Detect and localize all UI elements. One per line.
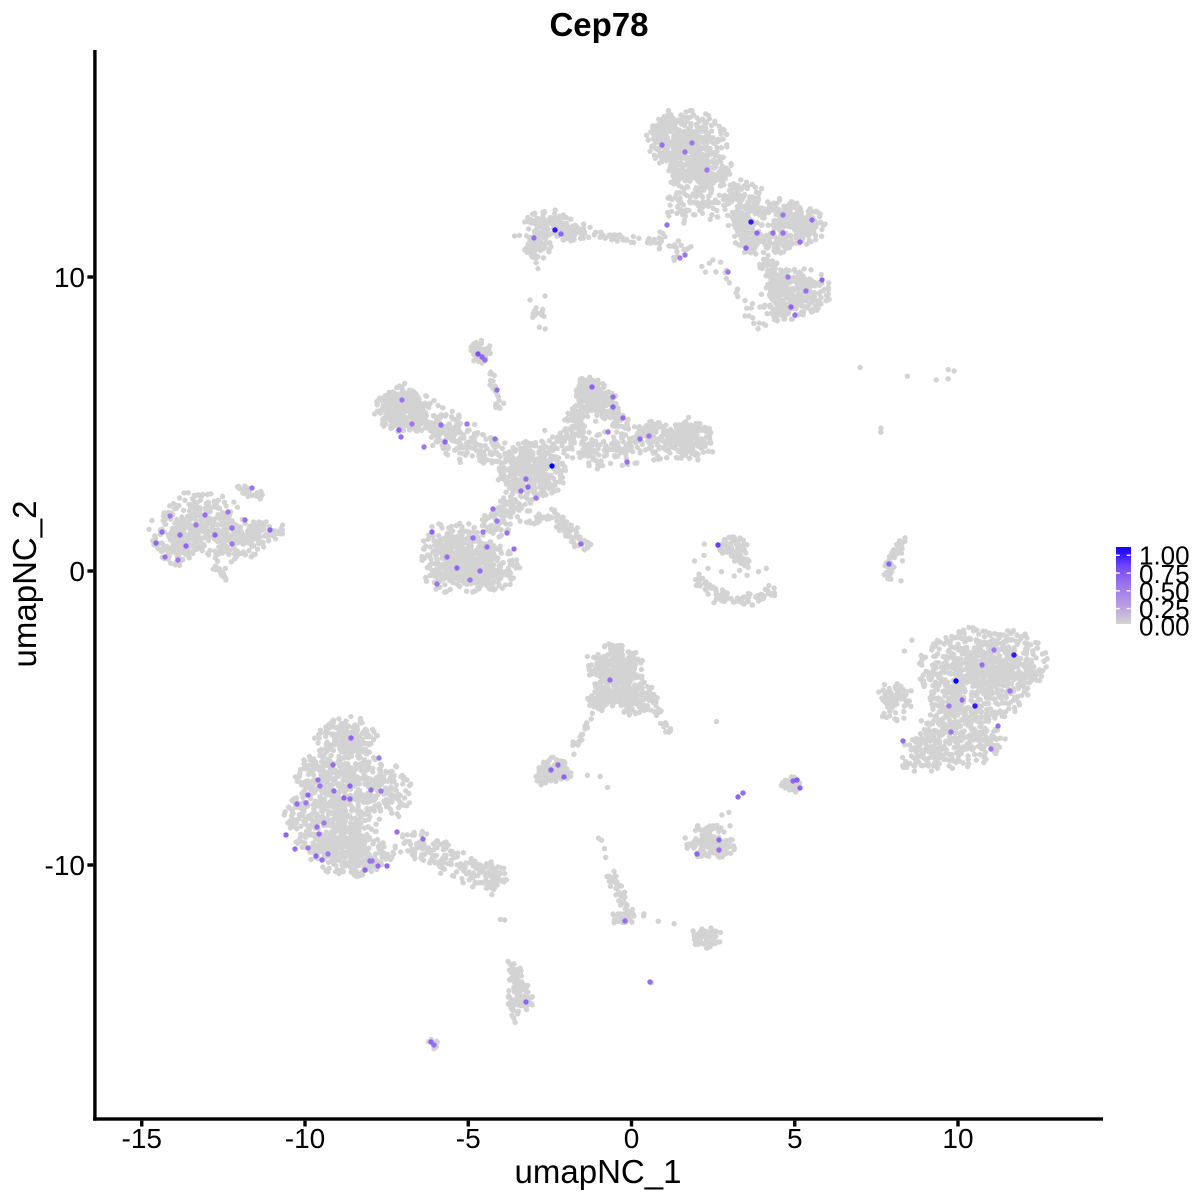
svg-text:0: 0	[624, 1123, 640, 1154]
svg-text:5: 5	[787, 1123, 803, 1154]
svg-text:-5: -5	[456, 1123, 481, 1154]
svg-text:0.50: 0.50	[1139, 577, 1190, 607]
svg-text:10: 10	[942, 1123, 973, 1154]
svg-text:0.00: 0.00	[1139, 612, 1190, 642]
svg-text:-15: -15	[122, 1123, 162, 1154]
svg-text:Cep78: Cep78	[549, 6, 648, 43]
svg-text:0.25: 0.25	[1139, 594, 1190, 624]
svg-text:0: 0	[69, 556, 85, 587]
svg-text:10: 10	[54, 262, 85, 293]
svg-text:umapNC_2: umapNC_2	[6, 501, 43, 668]
svg-text:0.75: 0.75	[1139, 559, 1190, 589]
svg-text:umapNC_1: umapNC_1	[515, 1153, 682, 1190]
svg-text:-10: -10	[45, 850, 85, 881]
svg-text:-10: -10	[285, 1123, 325, 1154]
svg-text:1.00: 1.00	[1139, 541, 1190, 571]
